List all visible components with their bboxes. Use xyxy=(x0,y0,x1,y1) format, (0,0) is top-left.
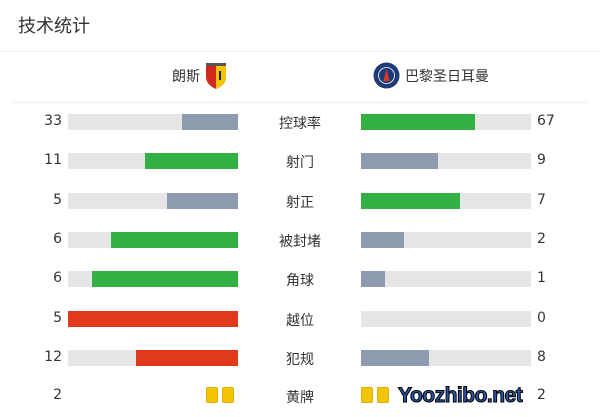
home-value: 6 xyxy=(53,270,62,287)
home-bar-fill xyxy=(110,231,238,248)
stat-row: 5 射正 7 xyxy=(0,191,600,211)
away-bar xyxy=(361,192,531,209)
page-title: 技术统计 xyxy=(18,16,90,37)
yellow-card-icon xyxy=(377,387,389,403)
home-value: 11 xyxy=(44,152,62,169)
home-value: 5 xyxy=(53,309,62,326)
stat-label: 黄牌 xyxy=(286,390,314,406)
yellow-card-icon xyxy=(222,387,234,403)
away-bar xyxy=(361,231,531,248)
home-team: 朗斯 xyxy=(172,62,227,90)
away-value: 8 xyxy=(537,348,546,365)
away-bar-fill xyxy=(361,271,386,288)
away-bar xyxy=(361,271,531,288)
away-value: 0 xyxy=(537,309,546,326)
stat-row: 12 犯规 8 xyxy=(0,348,600,368)
away-value: 7 xyxy=(537,191,546,208)
away-bar xyxy=(361,310,531,327)
rc-lens-logo-icon xyxy=(206,63,226,89)
away-bar-fill xyxy=(361,349,429,366)
home-bar xyxy=(68,231,238,248)
stat-label: 被封堵 xyxy=(279,233,321,250)
home-bar-fill xyxy=(144,153,238,170)
psg-logo-icon xyxy=(373,62,400,89)
stat-label: 角球 xyxy=(286,273,314,290)
yellow-card-icon xyxy=(361,387,373,403)
home-bar xyxy=(68,310,238,327)
divider xyxy=(0,51,600,52)
home-value: 5 xyxy=(53,191,62,208)
home-bar xyxy=(68,271,238,288)
watermark: Yoozhibo.net xyxy=(397,384,523,408)
stat-row: 6 角球 1 xyxy=(0,269,600,289)
stat-label: 犯规 xyxy=(286,351,314,368)
home-bar xyxy=(68,153,238,170)
away-yellow-cards xyxy=(361,387,389,403)
away-bar xyxy=(361,153,531,170)
divider xyxy=(12,102,588,103)
home-value: 12 xyxy=(44,348,62,365)
home-bar-fill xyxy=(167,192,238,209)
stat-row: 5 越位 0 xyxy=(0,309,600,329)
home-value: 33 xyxy=(44,113,62,129)
stat-label: 射门 xyxy=(286,155,314,172)
home-bar-fill xyxy=(92,271,238,288)
home-bar xyxy=(68,349,238,366)
away-team-name: 巴黎圣日耳曼 xyxy=(405,68,489,85)
away-team: 巴黎圣日耳曼 xyxy=(373,62,489,89)
away-value: 2 xyxy=(537,230,546,247)
home-bar-fill xyxy=(136,349,238,366)
stat-row: 6 被封堵 2 xyxy=(0,230,600,250)
home-value: 6 xyxy=(53,230,62,247)
away-bar-fill xyxy=(361,192,461,209)
away-bar xyxy=(361,114,531,130)
stat-label: 越位 xyxy=(286,312,314,329)
yellow-card-icon xyxy=(206,387,218,403)
stat-row-yellow-cards: 2 黄牌 2 xyxy=(0,386,600,406)
home-yellow-cards xyxy=(206,387,234,403)
stat-label: 控球率 xyxy=(279,116,321,132)
away-bar-fill xyxy=(361,114,475,130)
away-value: 2 xyxy=(537,387,546,403)
home-bar xyxy=(68,192,238,209)
stat-row: 11 射门 9 xyxy=(0,151,600,171)
away-bar-fill xyxy=(361,231,404,248)
away-value: 1 xyxy=(537,270,546,287)
stat-label: 射正 xyxy=(286,194,314,211)
away-bar-fill xyxy=(361,153,438,170)
away-value: 67 xyxy=(537,113,555,129)
home-team-name: 朗斯 xyxy=(172,69,200,85)
home-bar-fill xyxy=(68,310,238,327)
away-value: 9 xyxy=(537,152,546,169)
stat-row: 33 控球率 67 xyxy=(0,112,600,132)
away-bar xyxy=(361,349,531,366)
home-bar-fill xyxy=(181,114,238,130)
home-value: 2 xyxy=(53,387,62,403)
home-bar xyxy=(68,114,238,130)
